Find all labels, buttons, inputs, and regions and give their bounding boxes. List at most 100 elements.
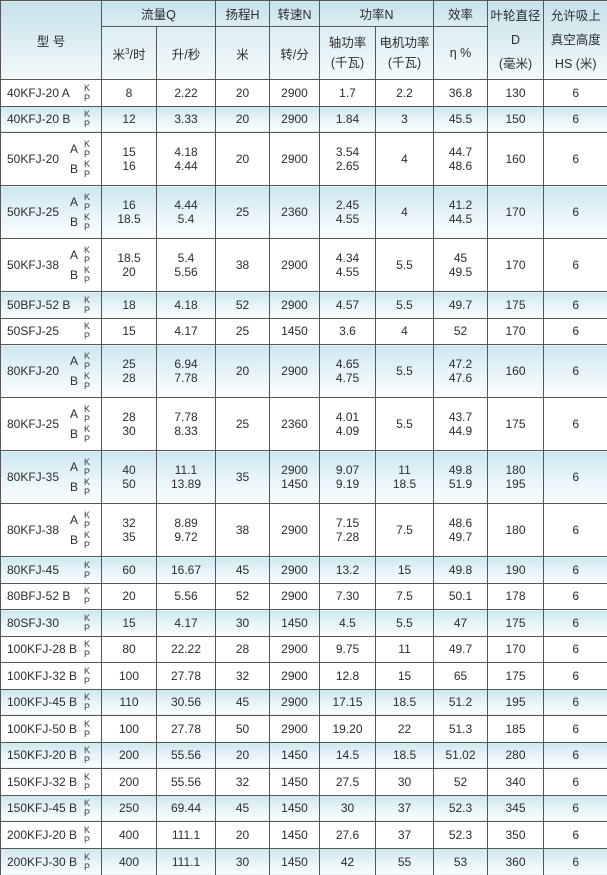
model-name: 150KFJ-45 B (1, 798, 77, 818)
cell-speed: 2900 (270, 133, 320, 186)
kp-letter: K (81, 692, 93, 702)
kp-letter: K (81, 192, 93, 202)
variant-label: A (70, 142, 78, 156)
model-name: 50KFJ-38 (1, 245, 63, 285)
value: 45 (434, 251, 487, 265)
cell-head: 45 (216, 557, 270, 584)
value: 44.5 (434, 212, 487, 226)
kp-letter: K (81, 457, 93, 467)
cell-d: 280 (488, 742, 544, 769)
cell-eff: 36.8 (434, 80, 488, 107)
cell-head: 50 (216, 716, 270, 743)
value: 40 (102, 463, 156, 477)
kp-letter: K (81, 424, 93, 434)
value: 35 (102, 530, 156, 544)
kp-letter: P (81, 623, 93, 633)
cell-flow_m3h: 250 (102, 795, 157, 822)
kp-letter: P (81, 570, 93, 580)
cell-motor: 4 (376, 186, 434, 239)
cell-flow_ls: 5.56 (157, 583, 216, 610)
cell-speed: 1450 (270, 610, 320, 637)
value: 7.28 (320, 530, 375, 544)
cell-speed: 2900 (270, 239, 320, 292)
cell-speed: 2900 (270, 80, 320, 107)
cell-shaft: 12.8 (320, 663, 376, 690)
kp-letter: P (81, 540, 93, 550)
cell-motor: 37 (376, 822, 434, 849)
kp-letter: K (81, 639, 93, 649)
header-motor-line2: (千瓦) (376, 53, 433, 73)
value: 50 (102, 477, 156, 491)
cell-head: 30 (216, 848, 270, 875)
value: 7.78 (157, 371, 215, 385)
kp-letter: P (81, 361, 93, 371)
cell-d: 170 (488, 318, 544, 345)
kp-letter: K (81, 139, 93, 149)
kp-letter: P (81, 149, 93, 159)
kp-letter: K (81, 371, 93, 381)
kp-letter: K (81, 477, 93, 487)
value: 4.75 (320, 371, 375, 385)
value: 4.65 (320, 357, 375, 371)
value: 8.33 (157, 424, 215, 438)
cell-head: 20 (216, 133, 270, 186)
kp-letter: P (81, 275, 93, 285)
cell-d: 170 (488, 186, 544, 239)
cell-hs: 6 (544, 106, 607, 133)
kp-letter: K (81, 351, 93, 361)
cell-flow_ls: 22.22 (157, 636, 216, 663)
cell-eff: 45.5 (434, 106, 488, 133)
kp-letter: K (81, 666, 93, 676)
cell-head: 25 (216, 318, 270, 345)
value: 9.07 (320, 463, 375, 477)
cell-d: 350 (488, 822, 544, 849)
cell-motor: 5.5 (376, 398, 434, 451)
value: 44.9 (434, 424, 487, 438)
cell-speed: 1450 (270, 795, 320, 822)
value: 6.94 (157, 357, 215, 371)
cell-speed: 2360 (270, 186, 320, 239)
header-flow-ls: 升/秒 (157, 27, 216, 80)
model-name: 40KFJ-20 B (1, 109, 70, 129)
variant-label: B (70, 480, 78, 494)
value: 28 (102, 371, 156, 385)
kp-letter: K (81, 109, 93, 119)
value: 1450 (270, 477, 319, 491)
variant-label: B (70, 533, 78, 547)
kp-letter: P (81, 467, 93, 477)
header-impeller-line3: (毫米) (488, 52, 543, 76)
cell-d: 340 (488, 769, 544, 796)
